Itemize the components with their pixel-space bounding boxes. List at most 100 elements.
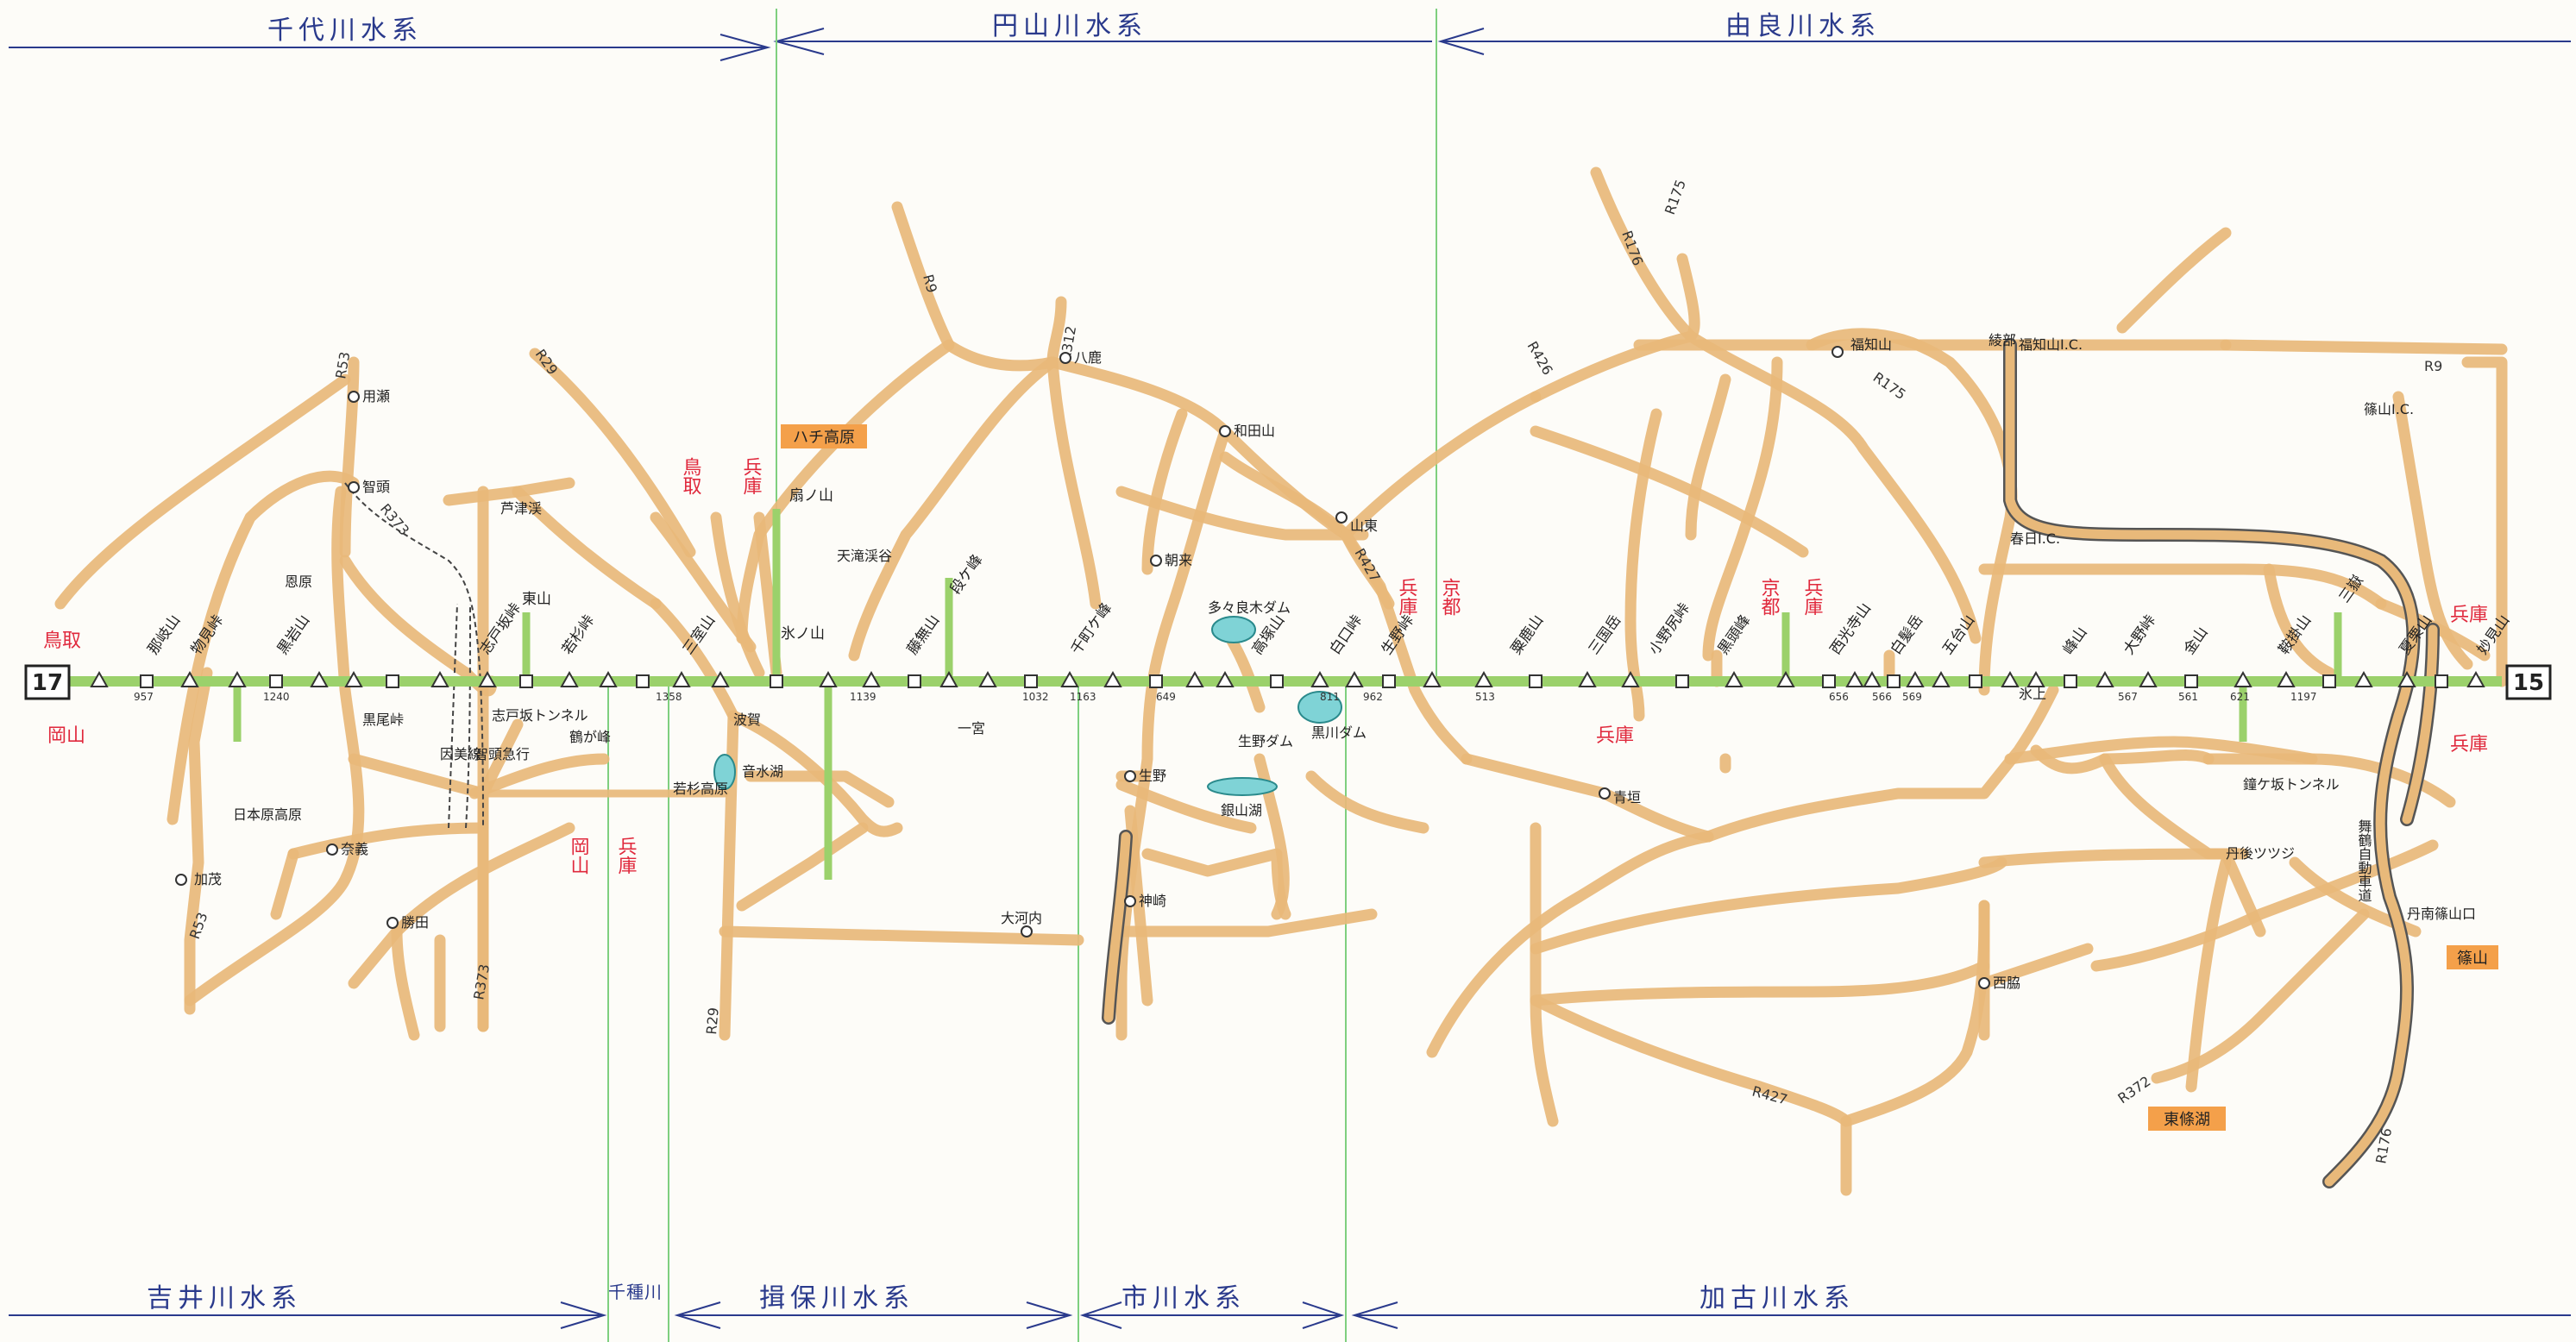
peak-24: 金山 (2181, 624, 2212, 658)
place-hikami: 氷上 (2019, 686, 2046, 702)
highlight-labels: ハチ高原 篠山 東條湖 (781, 424, 2498, 1131)
peak-15: 粟鹿山 (1508, 612, 1548, 658)
peak-marker (2001, 670, 2020, 687)
peak-0: 那岐山 (145, 612, 185, 658)
place-aogaki: 青垣 (1613, 789, 1641, 806)
peak-marker (862, 670, 881, 687)
pass-marker (386, 674, 399, 688)
place-santo: 山東 (1350, 517, 1378, 534)
place-ikuno-dam: 生野ダム (1238, 733, 1293, 749)
peak-13: 白口峠 (1327, 612, 1367, 658)
pass-marker (1822, 674, 1836, 688)
road-network (54, 166, 2508, 1196)
pref-okayama-b: 岡山 (568, 837, 589, 875)
svg-text:561: 561 (2178, 691, 2198, 703)
peak-marker (978, 670, 997, 687)
place-tataragi-dam: 多々良木ダム (1208, 599, 1291, 616)
peak-marker (1423, 670, 1442, 687)
place-katsuta: 勝田 (401, 914, 429, 931)
place-wakasugi-kogen: 若杉高原 (673, 781, 728, 797)
place-nishiwaki: 西脇 (1993, 975, 2020, 991)
pref-hyogo-a: 兵庫 (740, 457, 763, 495)
map-number-right: 15 (2505, 664, 2552, 700)
place-nagi: 奈義 (341, 841, 368, 857)
place-tannan-sasayamaguchi: 丹南篠山口 (2407, 906, 2476, 922)
place-kurokawa-dam: 黒川ダム (1311, 724, 1367, 741)
pass-marker (519, 674, 533, 688)
peak-marker (2466, 670, 2485, 687)
peak-marker (180, 670, 199, 687)
peak-marker (1216, 670, 1235, 687)
peak-marker (2026, 670, 2045, 687)
place-kuroo-toge: 黒尾峠 (362, 712, 404, 728)
peak-20: 白髪岳 (1888, 612, 1927, 658)
svg-text:R29: R29 (703, 1006, 722, 1035)
peak-marker (228, 670, 247, 687)
peak-marker (560, 670, 579, 687)
pass-marker (1529, 674, 1542, 688)
svg-text:R9: R9 (2424, 358, 2442, 374)
place-wadayama: 和田山 (1234, 423, 1275, 439)
svg-text:1197: 1197 (2290, 691, 2317, 703)
system-kako: 加古川水系 (1700, 1283, 1855, 1314)
svg-text:513: 513 (1475, 691, 1495, 703)
peak-marker (90, 670, 109, 687)
svg-text:R175: R175 (1870, 369, 1909, 403)
svg-text:566: 566 (1872, 691, 1892, 703)
pref-hyogo-right-bottom: 兵庫 (2450, 734, 2488, 756)
place-imbi-line: 因美線 (440, 746, 481, 762)
map-number-left: 17 (24, 664, 71, 700)
svg-text:15: 15 (2513, 670, 2544, 696)
peak-marker (344, 670, 363, 687)
place-haga: 波賀 (733, 712, 761, 728)
top-water-systems: 千代川水系 円山川水系 由良川水系 (9, 11, 2571, 61)
svg-text:656: 656 (1829, 691, 1849, 703)
peak-9: 藤無山 (904, 612, 944, 658)
peak-marker (2095, 670, 2114, 687)
pass-marker (1149, 674, 1163, 688)
peak-11: 千町ケ峰 (1068, 600, 1115, 658)
place-fukuchiyama: 福知山 (1850, 336, 1892, 353)
peak-marker (1725, 670, 1744, 687)
svg-text:1139: 1139 (850, 691, 876, 703)
pass-marker (1887, 674, 1901, 688)
svg-text:R175: R175 (1662, 178, 1689, 217)
system-chikusa: 千種川 (608, 1282, 663, 1302)
peak-marker (672, 670, 691, 687)
place-kasuga-ic: 春日I.C. (2010, 530, 2060, 547)
peak-marker (2277, 670, 2296, 687)
prefecture-labels: 鳥取 岡山 兵庫 兵庫 鳥取 兵庫 岡山 兵庫 兵庫 京都 京都 兵庫 兵庫 (43, 457, 2488, 875)
place-nihonbara: 日本原高原 (233, 806, 302, 823)
peak-17: 小野尻峠 (1646, 600, 1693, 658)
peak-12: 高塚山 (1249, 612, 1289, 658)
place-kamo: 加茂 (194, 871, 222, 887)
system-sendai: 千代川水系 (267, 16, 423, 46)
rail-lines (344, 482, 484, 829)
svg-text:962: 962 (1363, 691, 1383, 703)
pass-marker (636, 674, 650, 688)
peak-19: 西光寺山 (1827, 600, 1875, 658)
peak-18: 黒頭峰 (1715, 612, 1755, 658)
pref-hyogo-b: 兵庫 (615, 837, 638, 875)
peak-marker (1185, 670, 1204, 687)
peak-marker (310, 670, 329, 687)
svg-text:R9: R9 (920, 273, 940, 294)
pass-marker (2064, 674, 2077, 688)
peak-marker (1103, 670, 1122, 687)
system-maruyama: 円山川水系 (992, 11, 1147, 41)
place-shidosaka-tunnel: 志戸坂トンネル (492, 707, 588, 724)
pref-tottori: 鳥取 (43, 630, 81, 652)
pref-tottori-a: 鳥取 (680, 457, 702, 495)
system-yoshii: 吉井川水系 (147, 1283, 302, 1314)
peak-2: 黒岩山 (274, 612, 314, 658)
place-tsurugamine: 鶴が峰 (569, 729, 611, 745)
place-asago: 朝来 (1165, 552, 1192, 568)
peak-marker (430, 670, 449, 687)
svg-text:R372: R372 (2114, 1073, 2153, 1107)
label-tojo-lake: 東條湖 (2164, 1111, 2210, 1129)
pass-marker (1270, 674, 1284, 688)
peak-marker (1621, 670, 1640, 687)
svg-text:17: 17 (32, 670, 63, 696)
place-maizuru-expressway: 舞鶴自動車道 (2356, 819, 2372, 902)
